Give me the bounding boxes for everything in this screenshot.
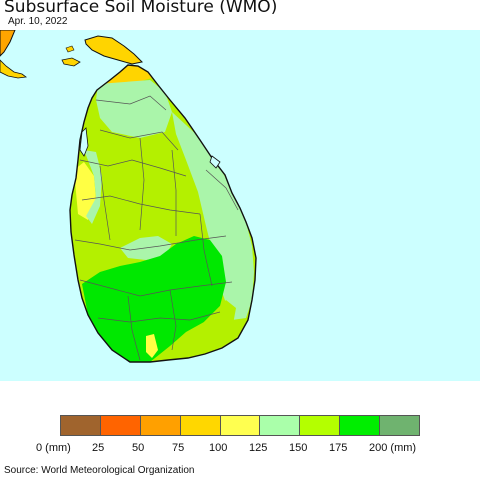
sri-lanka-coastline	[69, 64, 257, 363]
legend-label: 100	[209, 442, 228, 454]
legend-label: 25	[92, 442, 105, 454]
zone-west-125-150-strip	[84, 150, 102, 224]
sri-lanka-land	[70, 65, 256, 362]
legend-label: 75	[172, 442, 185, 454]
zone-east-coast-125-150	[172, 112, 254, 320]
india-coast-landmass	[0, 30, 16, 57]
district-boundaries	[74, 95, 239, 361]
legend-label: 50	[132, 442, 145, 454]
mannar-island	[61, 57, 81, 67]
northern-islet	[65, 45, 75, 53]
legend-swatch-125-150	[260, 416, 301, 435]
legend-color-bar	[60, 415, 420, 436]
map-date: Apr. 10, 2022	[8, 16, 68, 27]
puttalam-lagoon	[79, 127, 89, 157]
jaffna-peninsula	[84, 35, 144, 65]
india-coast-strip	[0, 59, 28, 79]
legend-swatch-0-25	[61, 416, 101, 435]
map-title: Subsurface Soil Moisture (WMO)	[4, 0, 278, 17]
zone-north-central-125-150	[96, 80, 172, 138]
zone-south-coast-100-125	[146, 334, 158, 358]
legend-labels: 0 (mm) 25 50 75 100 125 150 175 200 (mm)	[0, 442, 480, 456]
legend-swatch-200-plus	[380, 416, 420, 435]
legend-swatch-75-100	[180, 416, 221, 435]
soil-moisture-map	[0, 30, 480, 381]
zone-west-coast-100-125	[74, 162, 96, 220]
legend-label: 200 (mm)	[369, 442, 417, 454]
zone-southeast-150-175	[190, 300, 236, 352]
legend-label: 125	[249, 442, 268, 454]
trincomalee-bay	[209, 155, 221, 169]
legend-swatch-175-200	[340, 416, 381, 435]
legend-label: 175	[329, 442, 348, 454]
legend-swatch-25-50	[100, 416, 141, 435]
legend-swatch-50-75	[140, 416, 181, 435]
legend-swatch-150-175	[300, 416, 341, 435]
legend-swatch-100-125	[220, 416, 261, 435]
legend-label: 150	[289, 442, 308, 454]
legend-label: 0 (mm)	[36, 442, 71, 454]
zone-south-175-200	[82, 236, 226, 362]
source-credit: Source: World Meteorological Organizatio…	[4, 465, 195, 476]
